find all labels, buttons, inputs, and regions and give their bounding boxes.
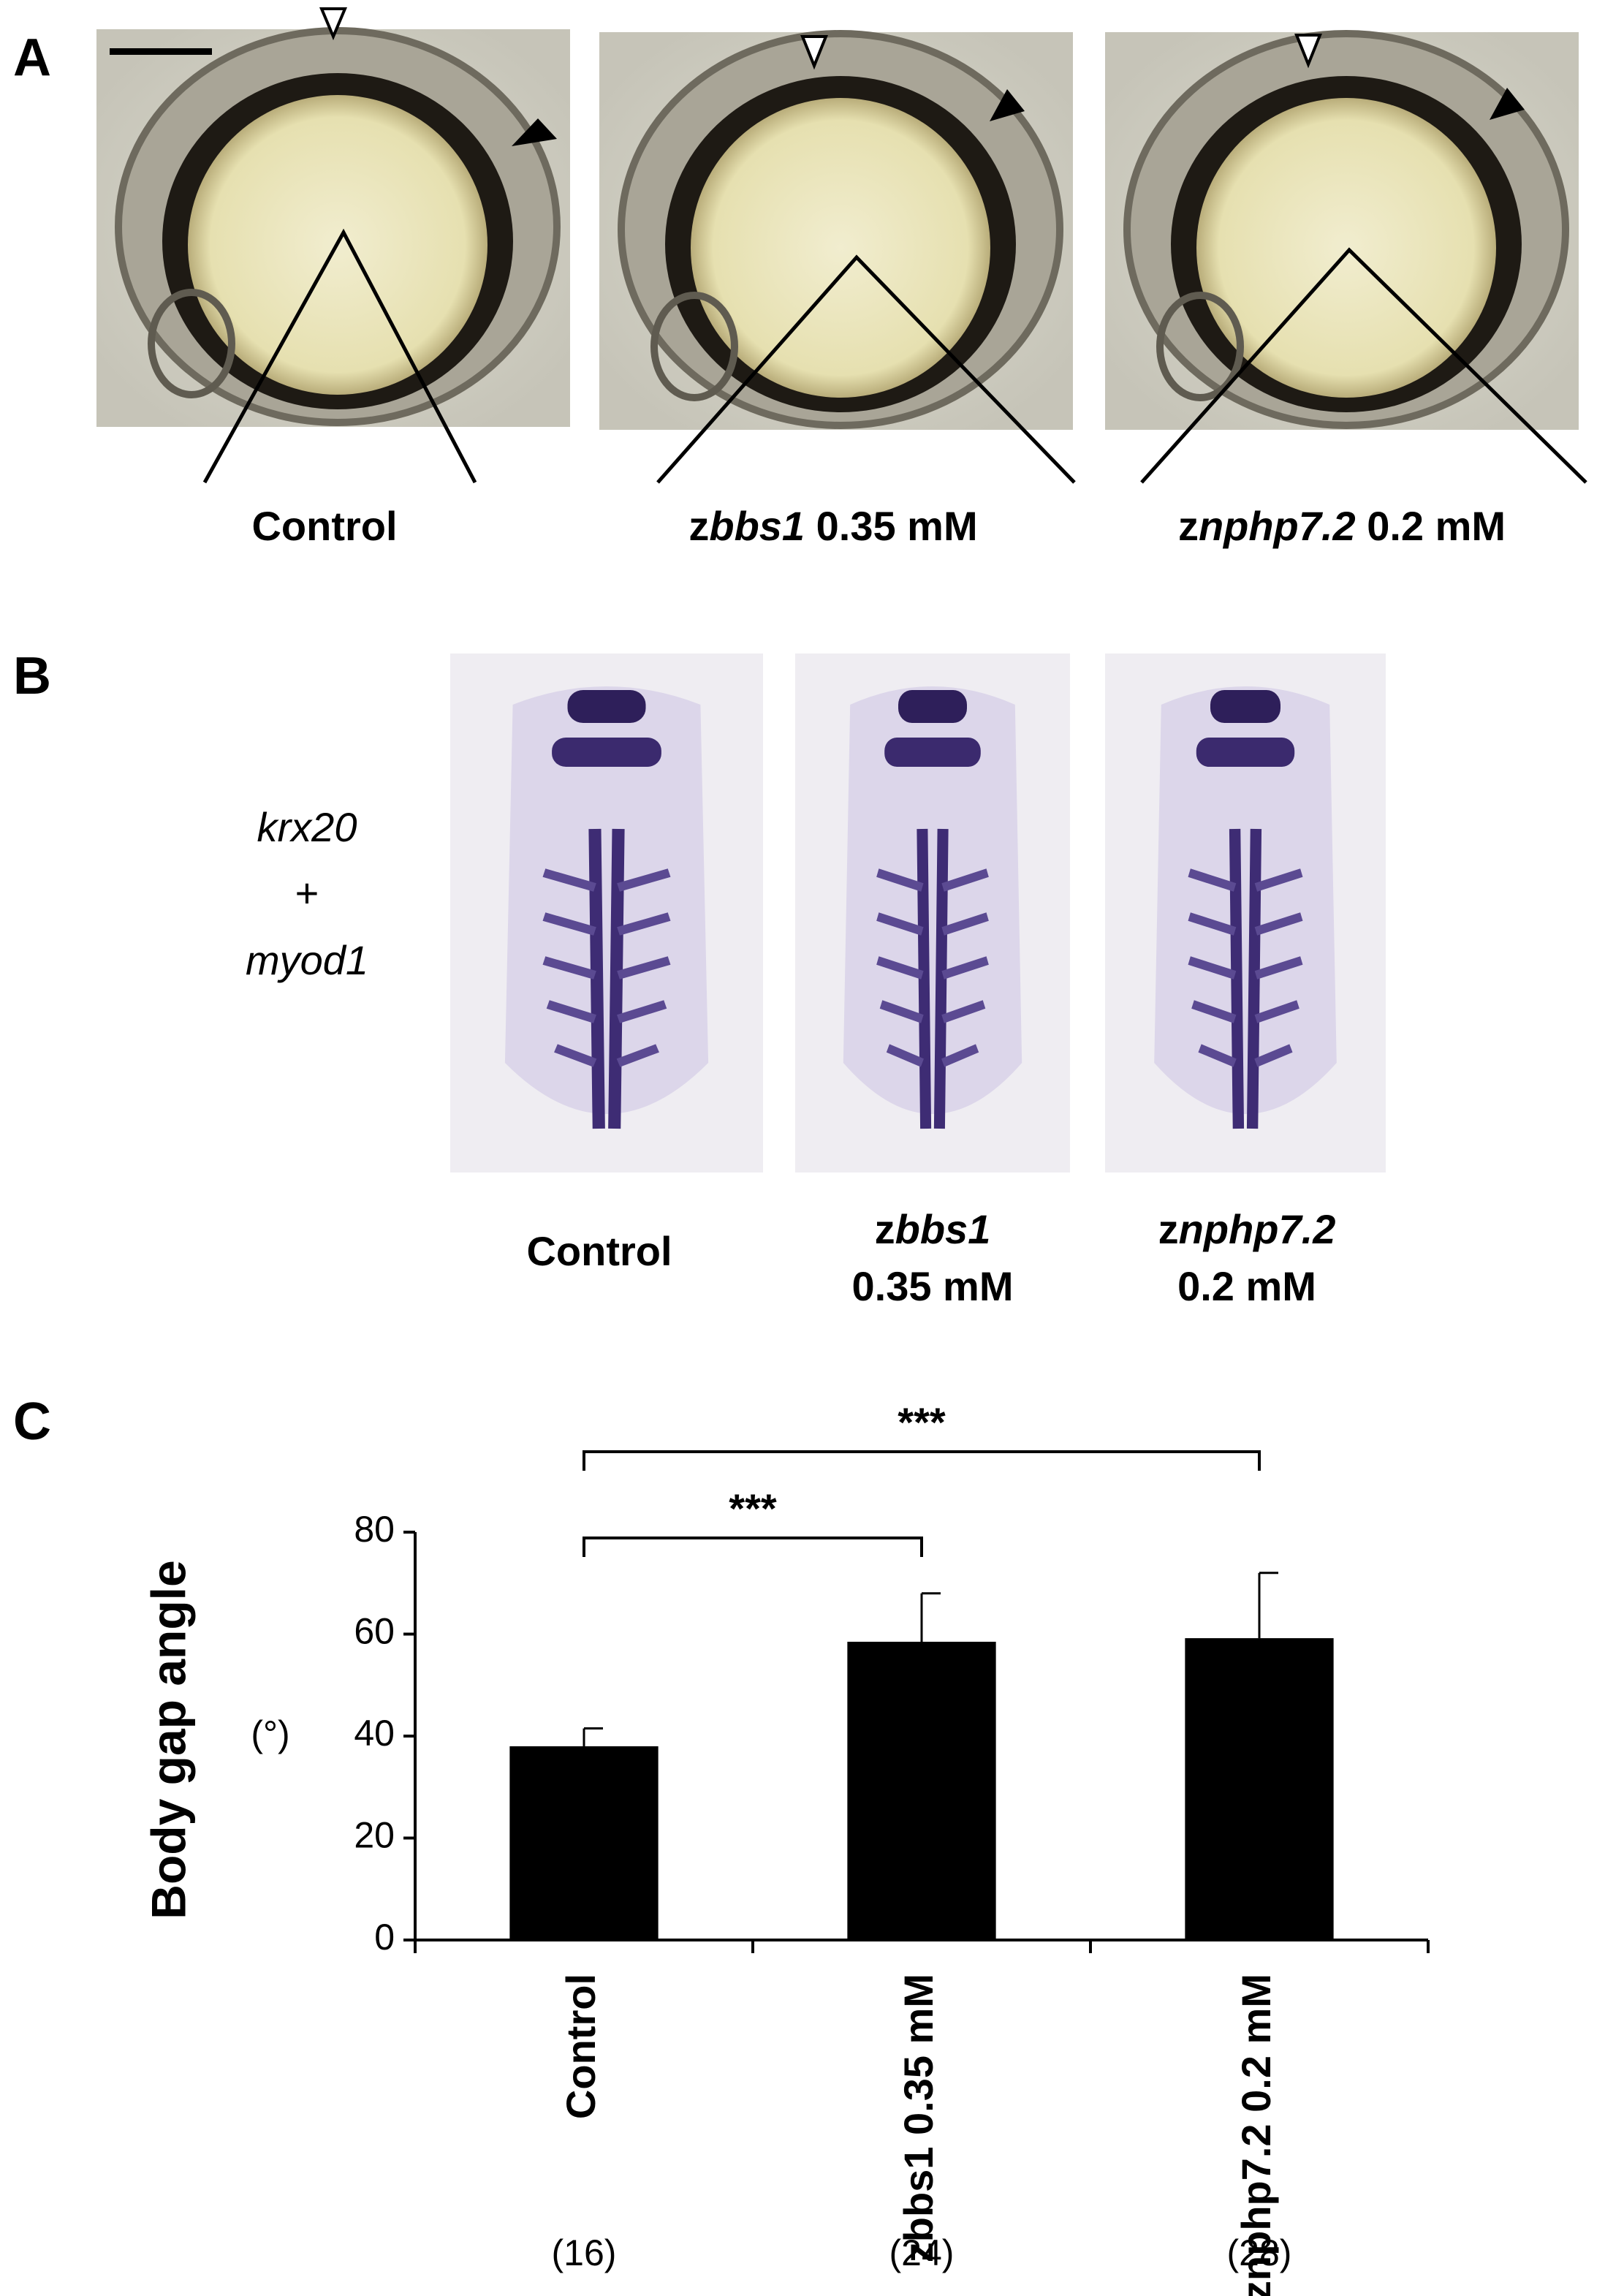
panel-letter: A bbox=[13, 29, 51, 87]
photo bbox=[599, 32, 1073, 430]
label-part: z bbox=[1178, 503, 1199, 549]
sample-size: (28) bbox=[1227, 2232, 1292, 2273]
gene-name: bbs1 bbox=[709, 503, 805, 549]
condition-label: zbbs1 bbox=[875, 1206, 991, 1252]
gene-name: nphp7.2 bbox=[1199, 503, 1356, 549]
stain-label: krx20 bbox=[257, 804, 357, 850]
error-bar bbox=[920, 1592, 941, 1642]
bar bbox=[509, 1746, 659, 1940]
y-tick-label: 20 bbox=[354, 1815, 395, 1856]
significance-label: *** bbox=[729, 1485, 777, 1531]
y-tick-label: 60 bbox=[354, 1611, 395, 1652]
error-bar bbox=[583, 1727, 603, 1746]
stain-label: myod1 bbox=[246, 937, 368, 983]
panel-letter: B bbox=[13, 647, 51, 705]
dose: 0.35 mM bbox=[852, 1263, 1014, 1309]
gene-name: bbs1 bbox=[895, 1206, 991, 1252]
label-part: z bbox=[688, 503, 709, 549]
bar bbox=[1185, 1638, 1334, 1940]
y-tick-label: 80 bbox=[354, 1509, 395, 1550]
significance-bracket bbox=[583, 1537, 923, 1557]
dose: 0.35 mM bbox=[816, 503, 978, 549]
photo bbox=[795, 653, 1070, 1172]
significance-label: *** bbox=[898, 1399, 946, 1445]
condition-label: Control bbox=[251, 503, 397, 549]
dose: 0.2 mM bbox=[1367, 503, 1506, 549]
y-tick-label: 0 bbox=[374, 1917, 395, 1958]
bar bbox=[847, 1641, 996, 1940]
gene-name: nphp7.2 bbox=[1179, 1206, 1336, 1252]
dose: 0.2 mM bbox=[1177, 1263, 1316, 1309]
y-tick-label: 40 bbox=[354, 1713, 395, 1754]
angle-lines bbox=[202, 228, 1587, 484]
arrowheads bbox=[319, 7, 1525, 146]
label-part: z bbox=[1158, 1206, 1179, 1252]
significance-bracket bbox=[583, 1450, 1261, 1471]
y-axis-unit: (°) bbox=[251, 1713, 289, 1754]
sample-size: (24) bbox=[889, 2232, 955, 2273]
photo bbox=[96, 29, 570, 427]
condition-label: Control bbox=[526, 1228, 672, 1274]
error-bar bbox=[1258, 1572, 1278, 1639]
condition-label: znphp7.2 0.2 mM bbox=[1178, 503, 1506, 549]
scale-bar bbox=[110, 48, 212, 55]
x-tick-label: zbbs1 0.35 mM bbox=[895, 1974, 941, 2262]
condition-label: znphp7.2 bbox=[1158, 1206, 1336, 1252]
condition-label: zbbs1 0.35 mM bbox=[688, 503, 977, 549]
y-axis-title: Body gap angle bbox=[141, 1560, 195, 1919]
photo bbox=[1105, 653, 1386, 1172]
panel-letter: C bbox=[13, 1393, 51, 1451]
x-tick-label: Control bbox=[558, 1974, 604, 2119]
sample-size: (16) bbox=[552, 2232, 617, 2273]
label-part: z bbox=[875, 1206, 895, 1252]
photo bbox=[450, 653, 763, 1172]
x-tick-label: znphp7.2 0.2 mM bbox=[1233, 1974, 1279, 2296]
stain-label: + bbox=[295, 870, 319, 916]
